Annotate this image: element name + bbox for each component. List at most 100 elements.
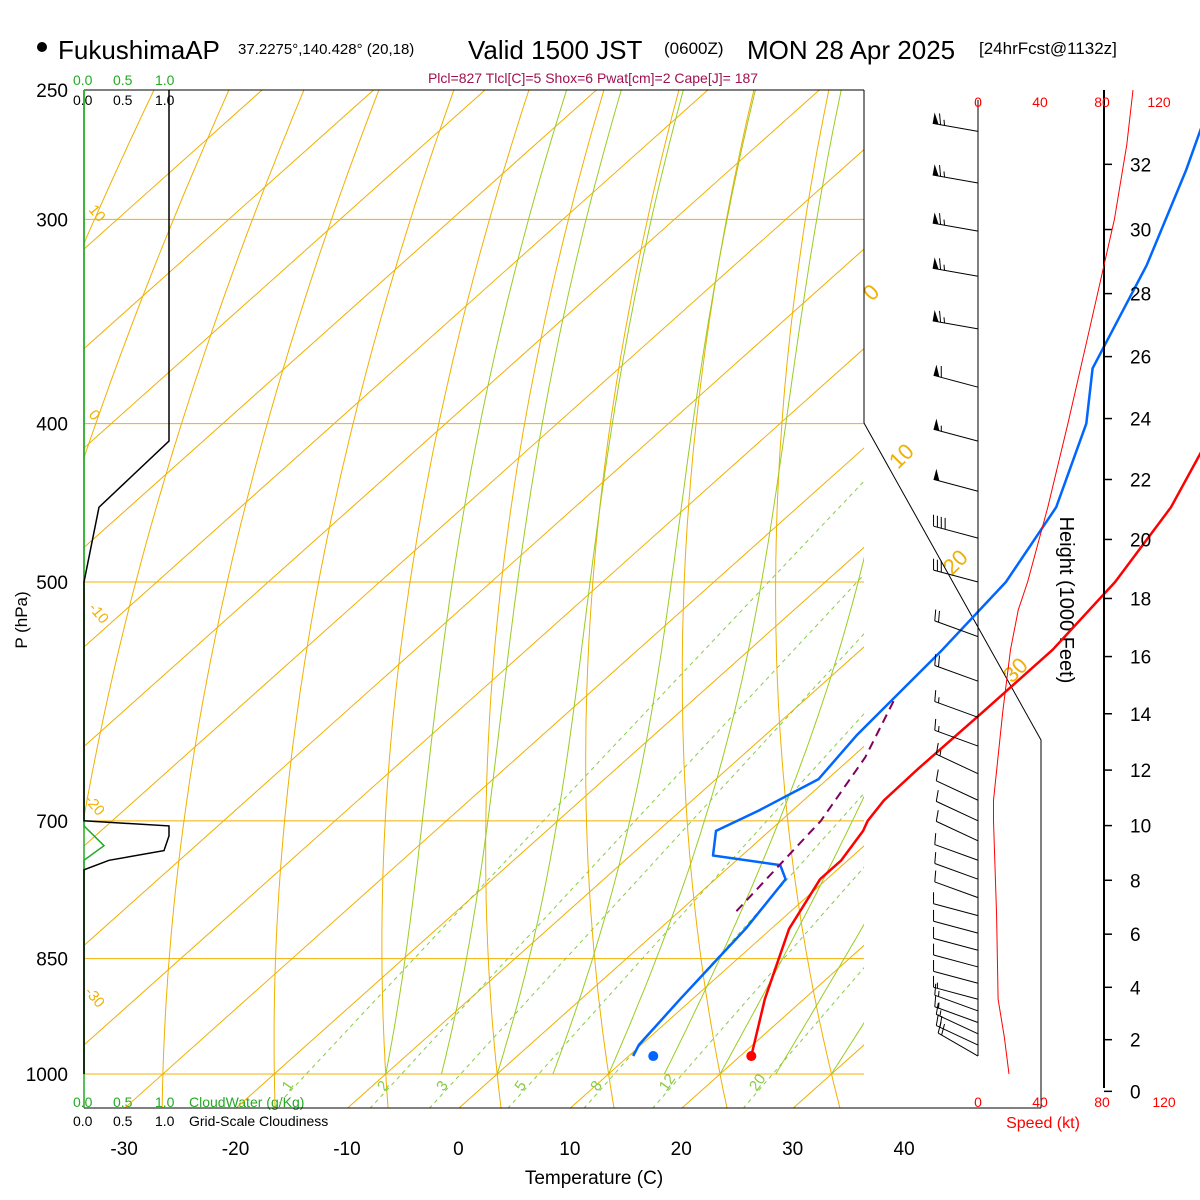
wind-barb-staff	[933, 903, 979, 917]
wind-barb	[934, 718, 979, 747]
x-tick-label: 30	[782, 1139, 803, 1160]
mixing-ratio-line	[273, 480, 864, 1108]
y-tick-label: 1000	[26, 1065, 68, 1086]
mixing-ratio-label: 12	[656, 1071, 679, 1094]
dry-adiabat-line	[161, 90, 380, 1108]
moist-adiabat-line	[496, 90, 684, 1075]
mixing-ratio-label: 20	[746, 1071, 769, 1094]
isotherm-line	[84, 90, 820, 748]
valid-zulu: (0600Z)	[664, 39, 724, 58]
wind-barb	[934, 995, 979, 1023]
wind-barb-staff	[933, 920, 979, 934]
dry-adiabat-label: -10	[85, 600, 112, 628]
wind-barb-feather	[934, 833, 937, 845]
y-tick-label: 700	[36, 812, 68, 833]
cloudwater-tick-bottom: 1.0	[155, 1094, 175, 1110]
wind-barb	[934, 833, 979, 861]
cloudiness-tick-top: 0.5	[113, 92, 133, 108]
wind-barb-staff	[933, 937, 979, 951]
wind-barb	[933, 514, 979, 539]
wind-barb-staff	[932, 174, 979, 184]
wind-barb-pennant	[932, 310, 939, 322]
wind-barb-feather	[939, 258, 942, 270]
height-tick-label: 10	[1130, 817, 1151, 838]
wind-barb-feather	[938, 610, 940, 623]
moist-adiabat-line	[608, 90, 842, 1075]
wind-barb-staff	[933, 970, 979, 984]
wind-barb-staff	[936, 800, 979, 822]
wind-barb	[933, 364, 979, 388]
wind-barb-half-feather	[939, 1010, 942, 1017]
wind-barb-staff	[934, 863, 979, 880]
wind-barb-feather	[935, 769, 939, 781]
wind-panel: 0246810121416182022242628303200404080801…	[932, 89, 1176, 1110]
moist-adiabat-line	[887, 90, 1200, 1074]
x-tick-label: -10	[333, 1139, 360, 1160]
wind-barb-staff	[932, 222, 979, 232]
wind-barb	[935, 1003, 979, 1035]
dry-adiabat-line	[775, 90, 841, 1108]
wind-barb-staff	[933, 954, 979, 968]
cloudiness-tick-bottom: 1.0	[155, 1113, 175, 1129]
cloudiness-line	[83, 90, 170, 1074]
cloudiness-tick-bottom: 0.0	[73, 1113, 93, 1129]
height-tick-label: 2	[1130, 1031, 1141, 1052]
moist-adiabat-line	[663, 556, 864, 1075]
cloudwater-tick-bottom: 0.0	[73, 1094, 93, 1110]
isotherm-line	[346, 646, 864, 1108]
isotherm-line	[84, 248, 864, 947]
wind-barb-staff	[934, 665, 979, 682]
wind-barb	[933, 943, 979, 968]
surface-dewpoint-point	[648, 1051, 659, 1062]
height-tick-label: 4	[1130, 978, 1141, 999]
mixing-ratio-line	[369, 573, 864, 1108]
height-tick-label: 28	[1130, 285, 1151, 306]
wind-barb-staff	[936, 1025, 979, 1046]
wind-barb-staff	[936, 1013, 979, 1035]
speed-tick-label-bottom: 120	[1152, 1094, 1176, 1110]
moist-adiabat-label: 20	[938, 545, 973, 580]
wind-barb-pennant	[932, 212, 939, 225]
wind-barb-feather	[935, 810, 939, 822]
x-axis-title: Temperature (C)	[525, 1168, 663, 1189]
wind-barb-feather	[939, 310, 942, 323]
cloudwater-tick-top: 1.0	[155, 72, 175, 88]
wind-barb	[934, 852, 979, 880]
mixing-ratio-label: 3	[433, 1078, 452, 1095]
wind-barb-feather	[934, 654, 937, 666]
wind-barb-staff	[934, 701, 979, 718]
station-coords: 37.2275°,140.428° (20,18)	[238, 41, 414, 58]
isotherm-line	[124, 447, 864, 1108]
wind-barb-staff	[934, 729, 979, 747]
wind-barb-feather	[934, 995, 937, 1007]
dry-adiabat-label: 0	[85, 407, 103, 424]
wind-barb	[934, 983, 979, 1012]
wind-barb	[934, 870, 979, 899]
wind-barb-staff	[934, 1006, 979, 1023]
dry-adiabat-line	[381, 90, 530, 1108]
wind-barb	[933, 468, 979, 492]
wind-barb	[933, 558, 979, 583]
wind-barb	[932, 257, 979, 277]
height-tick-label: 14	[1130, 705, 1152, 726]
wind-barb-feather	[934, 718, 937, 731]
wind-barb-staff	[933, 374, 979, 388]
cloudiness-tick-top: 0.0	[73, 92, 93, 108]
mixing-ratio-label: 5	[511, 1078, 530, 1095]
wind-barb-feather	[935, 1003, 939, 1015]
dry-adiabat-line	[84, 90, 305, 820]
wind-barb	[932, 164, 979, 184]
wind-barb	[935, 810, 979, 842]
wind-barb-staff	[936, 820, 979, 842]
wind-barb	[933, 926, 979, 951]
cloudwater-tick-top: 0.5	[113, 72, 133, 88]
cloud-panel	[83, 90, 170, 1074]
isotherm-line	[84, 90, 597, 549]
wind-barb	[935, 742, 979, 775]
y-tick-label: 400	[36, 415, 68, 436]
height-tick-label: 0	[1130, 1082, 1141, 1103]
cloudwater-label: CloudWater (g/Kg)	[189, 1094, 304, 1110]
speed-tick-label-bottom: 80	[1094, 1094, 1110, 1110]
moist-adiabat-line	[441, 90, 622, 1075]
surface-temperature-point	[746, 1051, 757, 1062]
